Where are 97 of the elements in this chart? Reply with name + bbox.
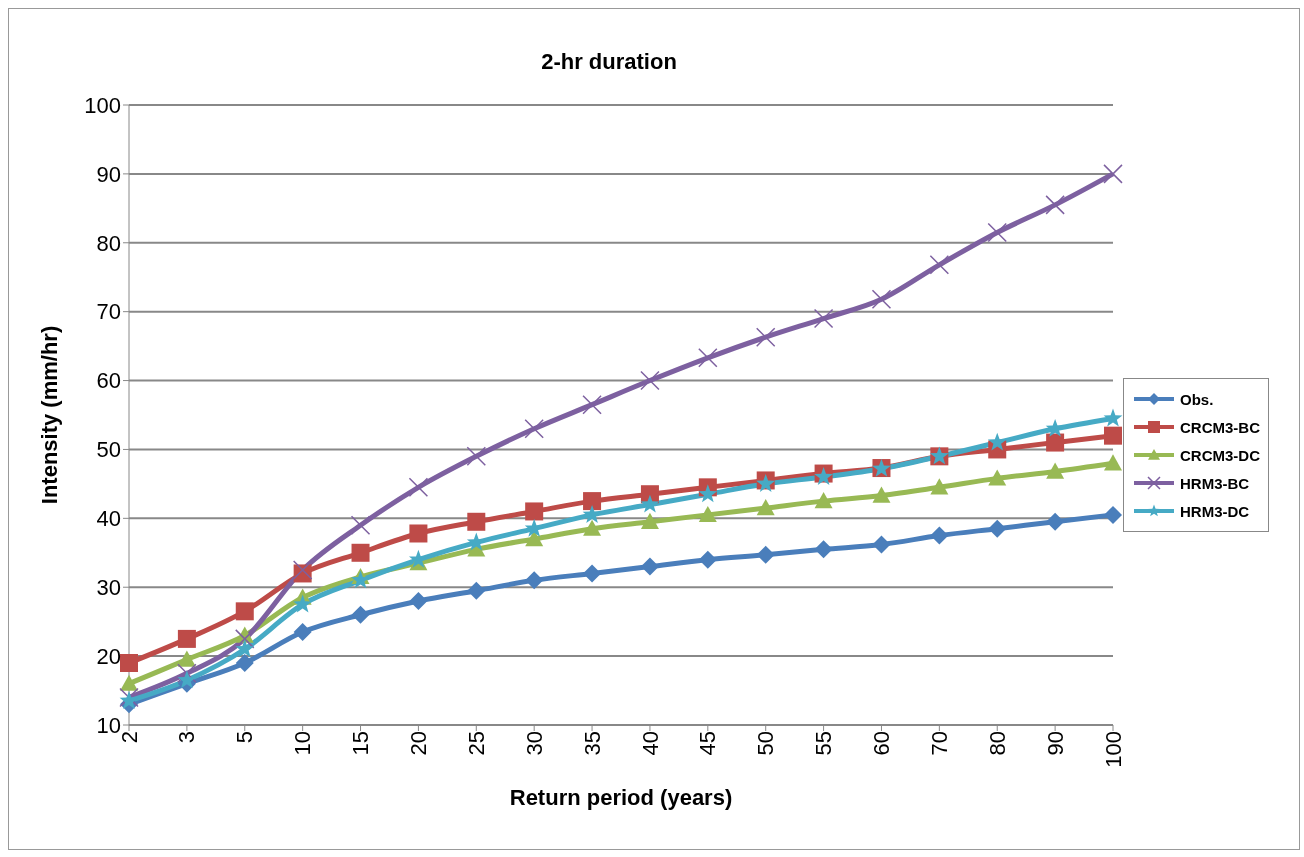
point xyxy=(640,370,660,391)
point xyxy=(351,605,370,624)
y-tick-label: 30 xyxy=(96,575,121,601)
point xyxy=(466,446,487,467)
point xyxy=(698,505,717,523)
point xyxy=(930,526,949,545)
legend-label: CRCM3-BC xyxy=(1180,418,1260,436)
x-tick-label: 15 xyxy=(348,731,374,756)
point xyxy=(1045,195,1065,215)
point xyxy=(525,502,544,521)
x-axis-title: Return period (years) xyxy=(509,785,733,810)
point xyxy=(467,512,486,531)
point xyxy=(351,543,370,562)
point xyxy=(987,432,1007,451)
point xyxy=(120,674,138,691)
point xyxy=(235,602,254,621)
point xyxy=(872,535,891,554)
x-tick-label: 25 xyxy=(463,731,489,756)
point xyxy=(640,512,659,529)
x-tick-label: 40 xyxy=(637,731,663,756)
point xyxy=(583,519,602,536)
legend-label: CRCM3-DC xyxy=(1180,446,1260,464)
point xyxy=(756,499,775,516)
point xyxy=(698,348,718,368)
point xyxy=(177,650,196,667)
point xyxy=(987,222,1007,243)
point xyxy=(814,540,833,559)
y-tick-label: 50 xyxy=(96,437,121,463)
x-tick-label: 45 xyxy=(695,731,721,756)
point xyxy=(235,654,254,672)
point xyxy=(525,571,544,590)
point xyxy=(408,477,429,498)
y-tick-label: 90 xyxy=(96,161,121,187)
x-tick-label: 90 xyxy=(1042,731,1068,756)
point xyxy=(813,308,834,329)
x-tick-label: 5 xyxy=(232,731,258,744)
point xyxy=(929,255,950,275)
point xyxy=(988,519,1007,538)
point xyxy=(1103,164,1123,184)
point xyxy=(930,478,949,495)
x-tick-label: 10 xyxy=(290,731,316,756)
point xyxy=(293,594,313,613)
x-tick-label: 35 xyxy=(579,731,605,756)
y-tick-label: 80 xyxy=(96,230,121,256)
point xyxy=(177,670,197,689)
point xyxy=(698,484,718,503)
point xyxy=(640,494,660,513)
point xyxy=(293,623,312,641)
point xyxy=(988,469,1007,486)
point xyxy=(525,530,544,547)
point xyxy=(1104,454,1122,471)
point xyxy=(583,492,602,511)
legend-label: HRM3-BC xyxy=(1180,474,1250,492)
x-tick-label: 30 xyxy=(521,731,547,756)
point xyxy=(640,557,659,576)
x-tick-label: 80 xyxy=(984,731,1010,756)
y-tick-label: 70 xyxy=(96,299,121,325)
x-tick-label: 20 xyxy=(406,731,432,756)
y-tick-label: 40 xyxy=(96,506,121,532)
y-tick-label: 20 xyxy=(96,643,121,669)
x-tick-label: 3 xyxy=(174,731,200,744)
point xyxy=(698,550,717,569)
legend-label: Obs. xyxy=(1180,390,1214,408)
point xyxy=(582,504,602,523)
y-tick-label: 60 xyxy=(96,368,121,394)
point xyxy=(1104,505,1122,524)
point xyxy=(524,419,544,439)
point xyxy=(871,289,892,310)
point xyxy=(1103,408,1123,427)
point xyxy=(177,629,196,648)
point xyxy=(235,639,255,658)
y-axis-title: Intensity (mm/hr) xyxy=(36,325,62,505)
point xyxy=(814,492,833,509)
point xyxy=(177,663,197,684)
x-tick-label: 100 xyxy=(1100,731,1126,768)
point xyxy=(350,515,371,535)
point xyxy=(409,524,428,543)
point xyxy=(1104,426,1122,445)
point xyxy=(120,654,138,672)
point xyxy=(1046,462,1065,479)
point xyxy=(235,629,255,649)
point xyxy=(582,394,602,415)
x-tick-label: 55 xyxy=(811,731,837,756)
legend-label: HRM3-DC xyxy=(1180,502,1250,520)
point xyxy=(1046,433,1065,452)
point xyxy=(409,592,428,610)
x-tick-label: 70 xyxy=(926,731,952,756)
x-tick-label: 60 xyxy=(869,731,895,756)
point xyxy=(1046,512,1065,531)
point xyxy=(872,486,891,503)
point xyxy=(467,581,486,600)
chart-title: 2-hr duration xyxy=(540,48,678,75)
y-tick-label: 100 xyxy=(84,92,121,118)
x-tick-label: 50 xyxy=(753,731,779,756)
point xyxy=(755,327,776,347)
point xyxy=(583,564,602,583)
point xyxy=(756,545,775,564)
